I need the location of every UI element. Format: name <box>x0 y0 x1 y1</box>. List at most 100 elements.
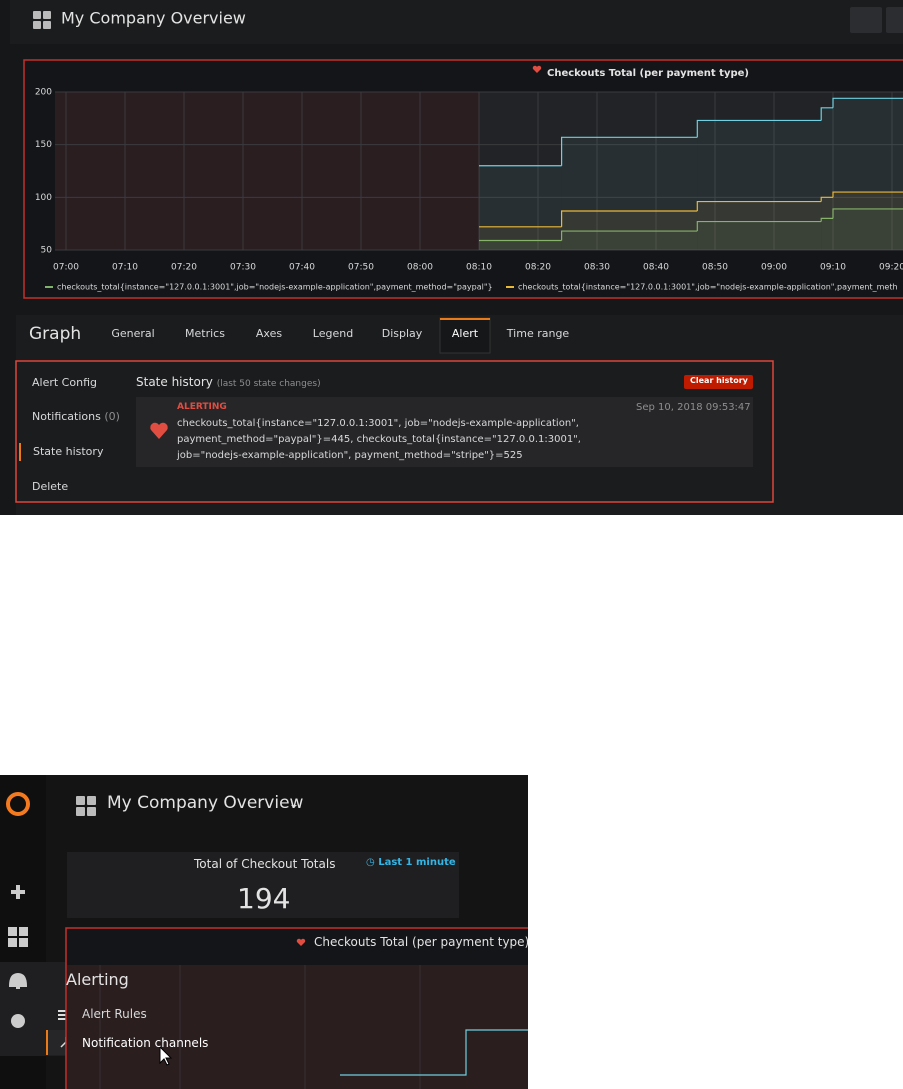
active-marker <box>19 443 21 461</box>
x-tick-label: 08:20 <box>525 263 551 273</box>
stat-range-text: Last 1 minute <box>378 857 456 868</box>
menu-delete[interactable]: Delete <box>32 480 69 493</box>
state-history-title: State history <box>136 375 213 389</box>
tab[interactable]: Display <box>382 327 423 340</box>
notifications-count: (0) <box>104 410 120 423</box>
x-tick-label: 08:00 <box>407 263 433 273</box>
alert-highlight <box>15 360 774 503</box>
series-area <box>833 192 903 250</box>
stat-range[interactable]: ◷ Last 1 minute <box>366 857 456 868</box>
series-step <box>832 97 903 108</box>
x-tick-label: 08:40 <box>643 263 669 273</box>
active-tab-marker <box>440 318 490 320</box>
menu-state-history[interactable]: State history <box>33 445 104 458</box>
series-step <box>696 220 822 232</box>
stat-value: 194 <box>237 882 291 915</box>
x-tick-label: 09:00 <box>761 263 787 273</box>
plot-area <box>67 965 528 1089</box>
x-tick-label: 07:20 <box>171 263 197 273</box>
grid-lines <box>99 965 421 1089</box>
entry-text: checkouts_total{instance="127.0.0.1:3001… <box>177 418 581 461</box>
x-tick-label: 08:10 <box>466 263 492 273</box>
legend-label[interactable]: checkouts_total{instance="127.0.0.1:3001… <box>57 283 493 292</box>
top-screenshot: My Company Overview Checkouts Total (per… <box>0 0 903 515</box>
plot: 50 100 150 200 07:00 07:10 07:20 07:30 07:40 07:5… <box>35 88 903 292</box>
y-tick-label: 50 <box>41 246 53 256</box>
x-tick-label: 08:50 <box>702 263 728 273</box>
entry-state: ALERTING <box>177 402 227 412</box>
dashboard-icon <box>76 796 96 816</box>
menu-alert-rules[interactable]: Alert Rules <box>82 1007 147 1021</box>
menu-notification-channels[interactable]: Notification channels <box>82 1036 209 1050</box>
series-area <box>479 226 562 250</box>
series-area <box>561 211 698 250</box>
series-area <box>479 165 562 250</box>
tab[interactable]: Time range <box>506 327 570 340</box>
menu-alert-config[interactable]: Alert Config <box>32 376 97 389</box>
x-tick-label: 07:00 <box>53 263 79 273</box>
dashboard-title: My Company Overview <box>61 9 246 28</box>
tab[interactable]: Legend <box>313 327 353 340</box>
x-tick-label: 09:10 <box>820 263 846 273</box>
x-tick-label: 08:30 <box>584 263 610 273</box>
create-icon[interactable] <box>11 885 25 899</box>
header-bar <box>10 0 903 44</box>
series-area <box>697 221 822 250</box>
series-step <box>832 191 903 198</box>
normal-region <box>479 92 903 250</box>
series-step <box>561 136 698 166</box>
menu-title[interactable]: Alerting <box>66 970 129 989</box>
tab[interactable]: Metrics <box>185 327 225 340</box>
series-area <box>697 201 822 250</box>
series-step <box>820 196 833 202</box>
x-tick-label: 09:20 <box>879 263 903 273</box>
dashboards-icon[interactable] <box>8 927 28 947</box>
dashboard-title-2[interactable]: My Company Overview <box>107 793 304 813</box>
x-tick-label: 07:30 <box>230 263 256 273</box>
clear-history-button[interactable] <box>684 375 753 389</box>
series-area <box>833 98 903 250</box>
series-area <box>821 197 833 250</box>
stat-title: Total of Checkout Totals <box>194 857 336 871</box>
menu-notifications-label: Notifications <box>32 410 101 423</box>
stat-panel <box>67 852 459 918</box>
x-tick-label: 07:50 <box>348 263 374 273</box>
alert-heart <box>296 938 306 946</box>
tab[interactable]: Axes <box>256 327 282 340</box>
series-line-crop <box>340 1029 528 1076</box>
editor-title: Graph <box>29 324 81 344</box>
alerting-icon[interactable] <box>8 972 28 989</box>
panel-title[interactable]: Checkouts Total (per payment type) <box>547 68 749 79</box>
hover-marker <box>46 1030 48 1055</box>
legend-swatch <box>45 286 53 288</box>
series-step <box>820 217 833 222</box>
tab[interactable]: General <box>111 327 154 340</box>
mouse-cursor <box>159 1045 173 1066</box>
title-caret[interactable] <box>291 805 297 808</box>
series-step <box>561 210 698 227</box>
save-button[interactable] <box>886 7 903 33</box>
entry-time: Sep 10, 2018 09:53:47 <box>636 402 751 413</box>
panel-title-2[interactable]: Checkouts Total (per payment type) <box>314 935 530 949</box>
alerting-icon <box>150 422 168 439</box>
series-area <box>821 107 833 250</box>
history-entry <box>136 397 753 467</box>
legend-label[interactable]: checkouts_total{instance="127.0.0.1:3001… <box>518 283 898 292</box>
series-area <box>697 120 822 250</box>
alert-region <box>55 92 479 250</box>
config-icon[interactable] <box>11 1014 25 1028</box>
share-button[interactable] <box>850 7 882 33</box>
clear-history-label[interactable]: Clear history <box>690 376 748 385</box>
series-area <box>479 240 562 250</box>
menu-notifications[interactable]: Notifications (0) <box>32 410 120 423</box>
legend-swatch <box>506 286 514 288</box>
grafana-logo[interactable] <box>6 792 30 816</box>
y-tick-label: 200 <box>35 88 52 98</box>
series-area <box>821 218 833 250</box>
tab[interactable]: Alert <box>452 327 479 340</box>
series-step <box>820 107 833 121</box>
series-step <box>561 230 698 241</box>
x-tick-label: 07:10 <box>112 263 138 273</box>
dashboard-icon <box>33 11 51 29</box>
